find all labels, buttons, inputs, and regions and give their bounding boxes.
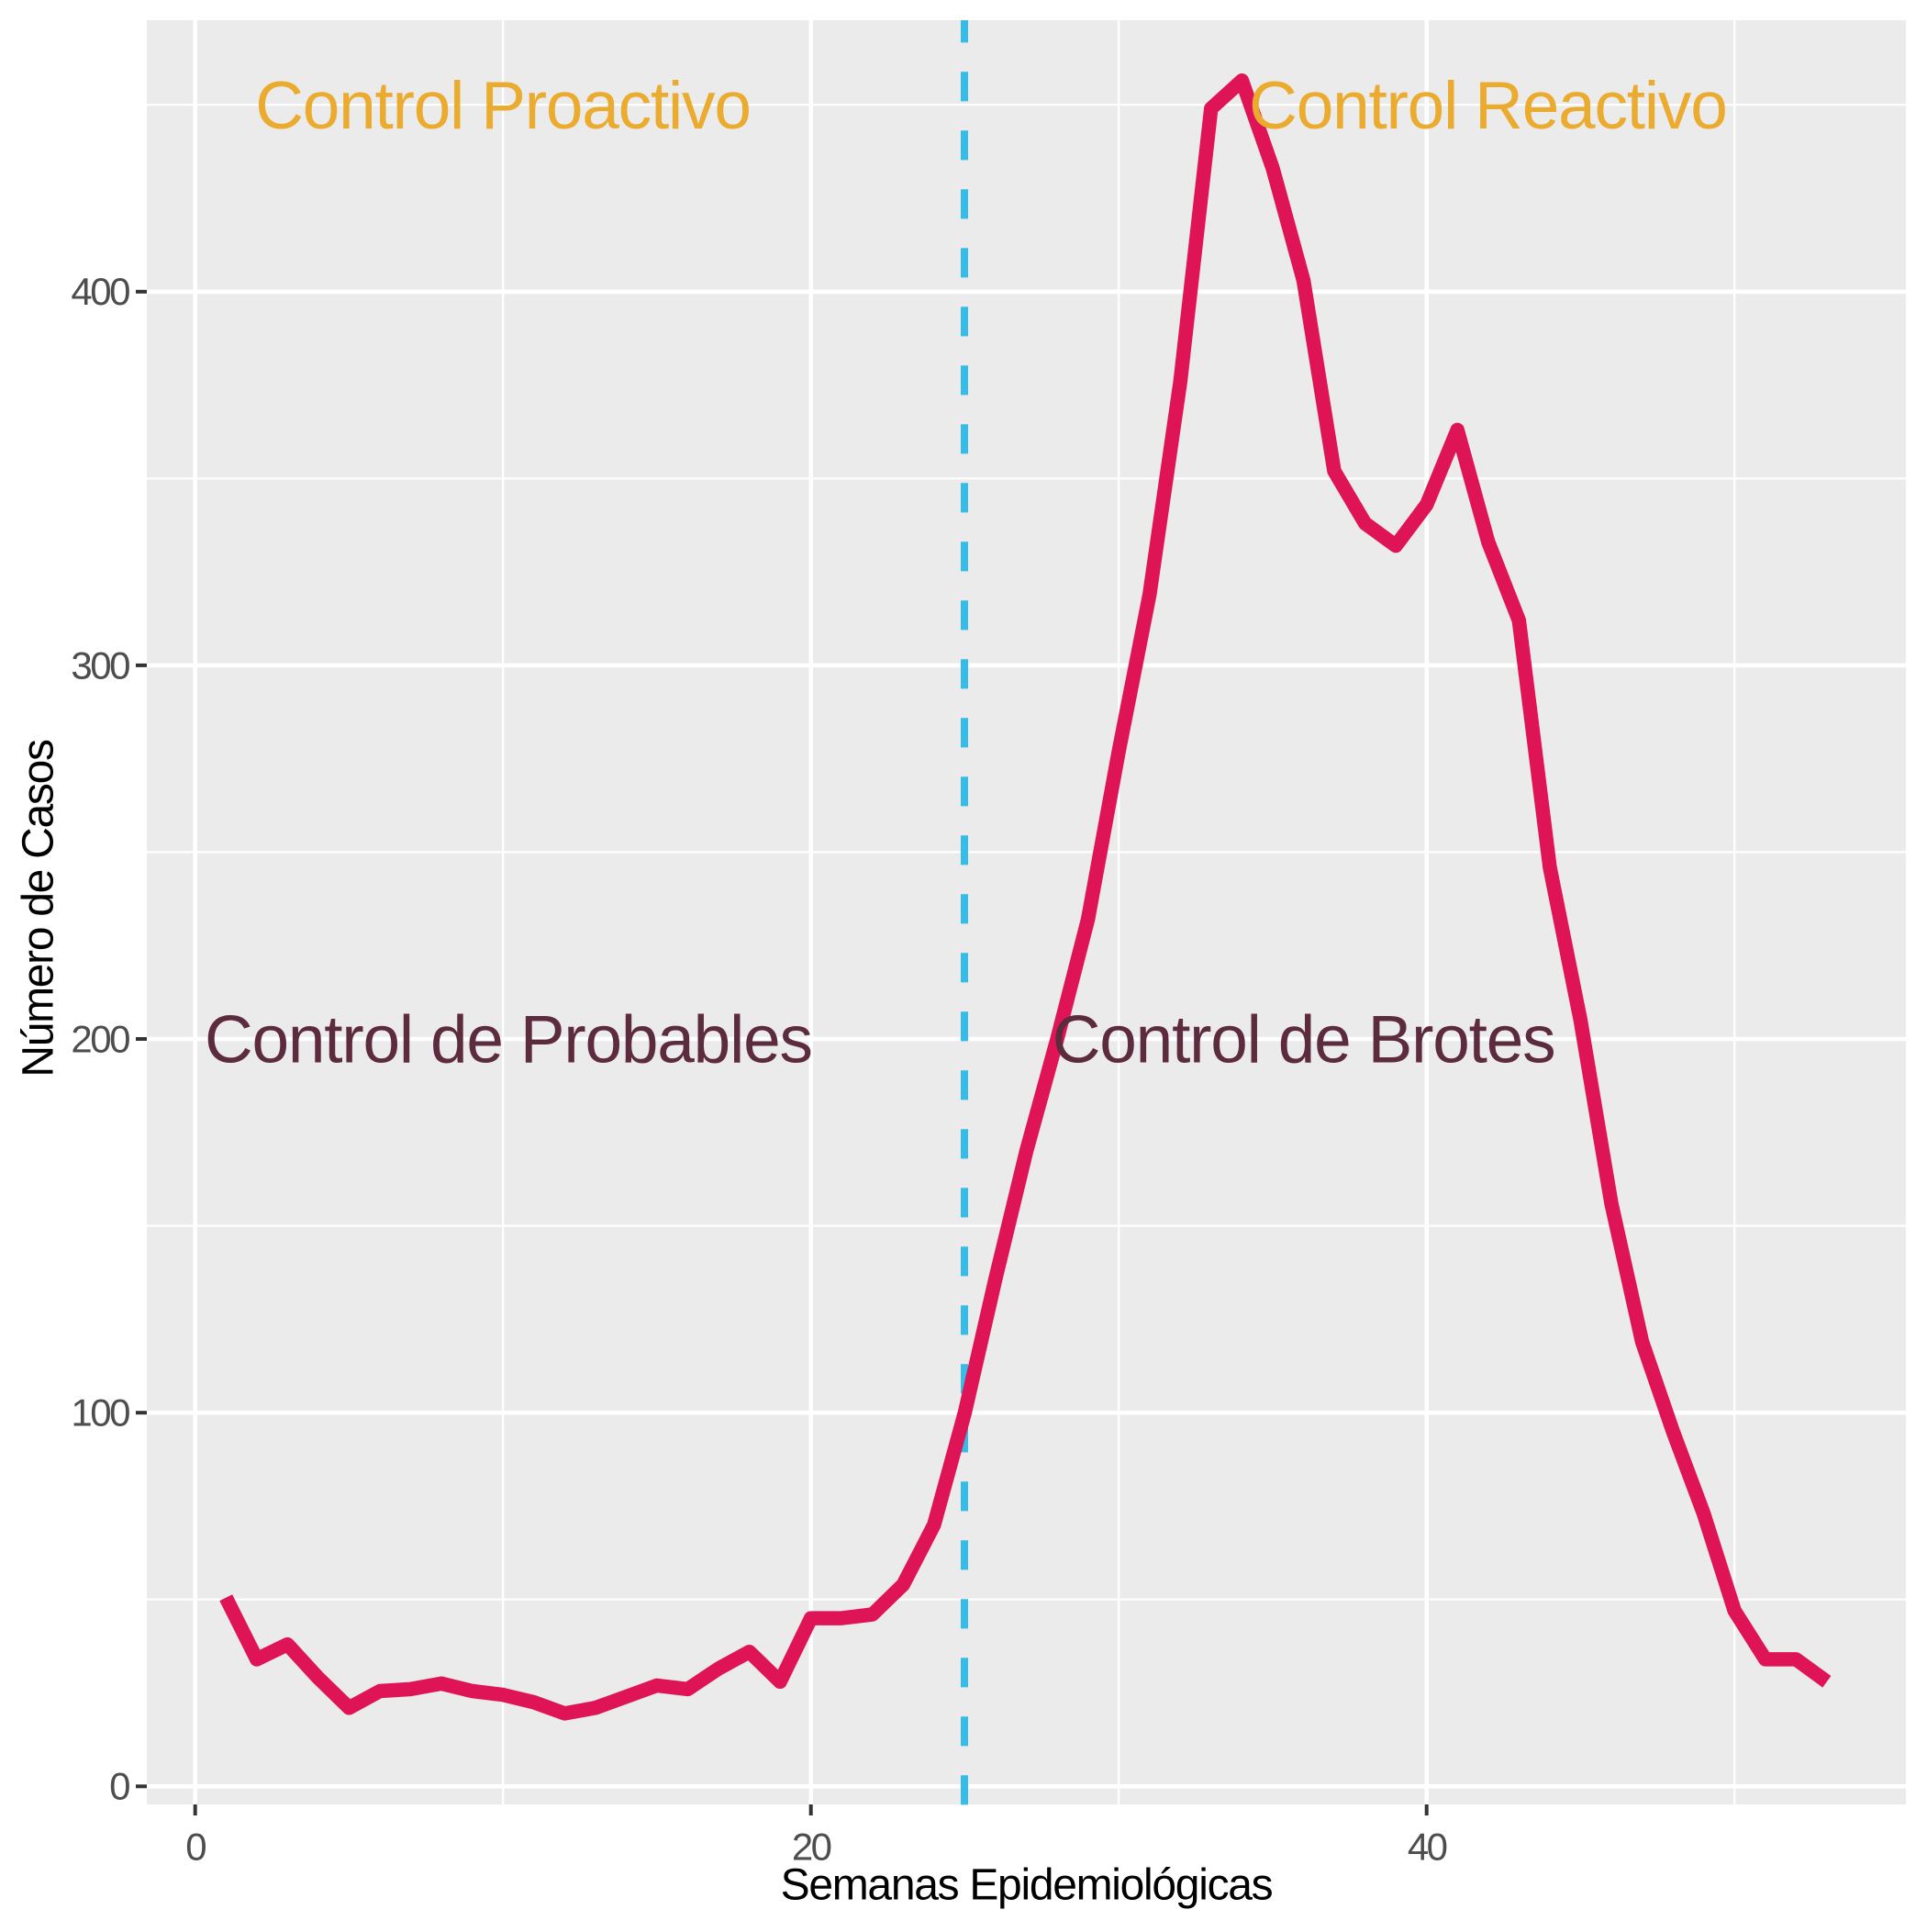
svg-text:100: 100 — [71, 1391, 129, 1435]
svg-text:0: 0 — [185, 1825, 206, 1868]
svg-text:Número de Casos: Número de Casos — [15, 740, 63, 1078]
svg-text:40: 40 — [1408, 1825, 1447, 1868]
svg-text:20: 20 — [792, 1825, 831, 1868]
svg-text:400: 400 — [71, 270, 129, 313]
svg-text:Control Reactivo: Control Reactivo — [1249, 69, 1726, 143]
svg-text:200: 200 — [71, 1017, 129, 1060]
svg-text:Semanas Epidemiológicas: Semanas Epidemiológicas — [781, 1861, 1273, 1910]
svg-text:0: 0 — [109, 1765, 129, 1808]
svg-text:Control de Probables: Control de Probables — [205, 1003, 812, 1078]
svg-text:Control Proactivo: Control Proactivo — [255, 69, 751, 143]
svg-text:300: 300 — [71, 643, 129, 687]
svg-text:Control de Brotes: Control de Brotes — [1053, 1003, 1555, 1078]
